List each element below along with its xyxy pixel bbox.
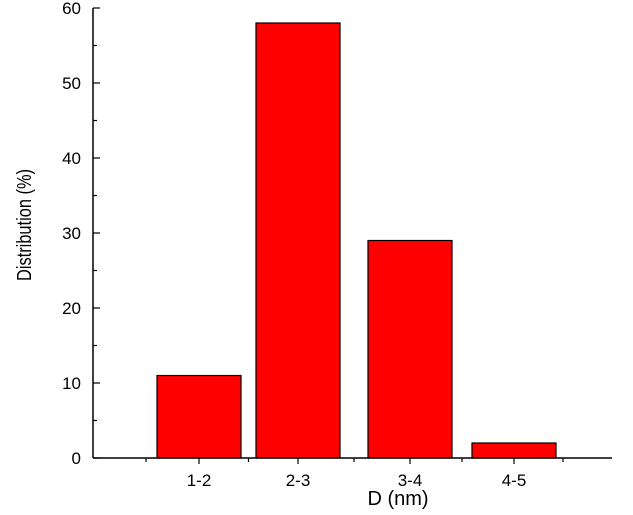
y-tick-labels: 0 10 20 30 40 50 60	[62, 0, 81, 468]
y-tick-label: 10	[62, 374, 81, 393]
x-tick-label: 1-2	[187, 471, 212, 490]
x-axis-title: D (nm)	[367, 488, 428, 510]
y-tick-label: 50	[62, 74, 81, 93]
bar-1-2	[156, 374, 242, 459]
y-axis-title: Distribution (%)	[12, 169, 35, 281]
bar-4-5	[471, 442, 557, 459]
x-tick-label: 3-4	[398, 471, 423, 490]
bar-2-3	[255, 22, 341, 459]
y-tick-label: 40	[62, 149, 81, 168]
y-tick-label: 60	[62, 0, 81, 18]
y-tick-label: 30	[62, 224, 81, 243]
axes-group	[92, 7, 612, 464]
y-tick-label: 0	[72, 449, 81, 468]
x-tick-labels: 1-2 2-3 3-4 4-5	[187, 471, 527, 490]
x-tick-label: 4-5	[502, 471, 527, 490]
x-tick-label: 2-3	[286, 471, 311, 490]
y-tick-label: 20	[62, 299, 81, 318]
bars-group	[156, 22, 557, 459]
bar-3-4	[367, 239, 453, 459]
